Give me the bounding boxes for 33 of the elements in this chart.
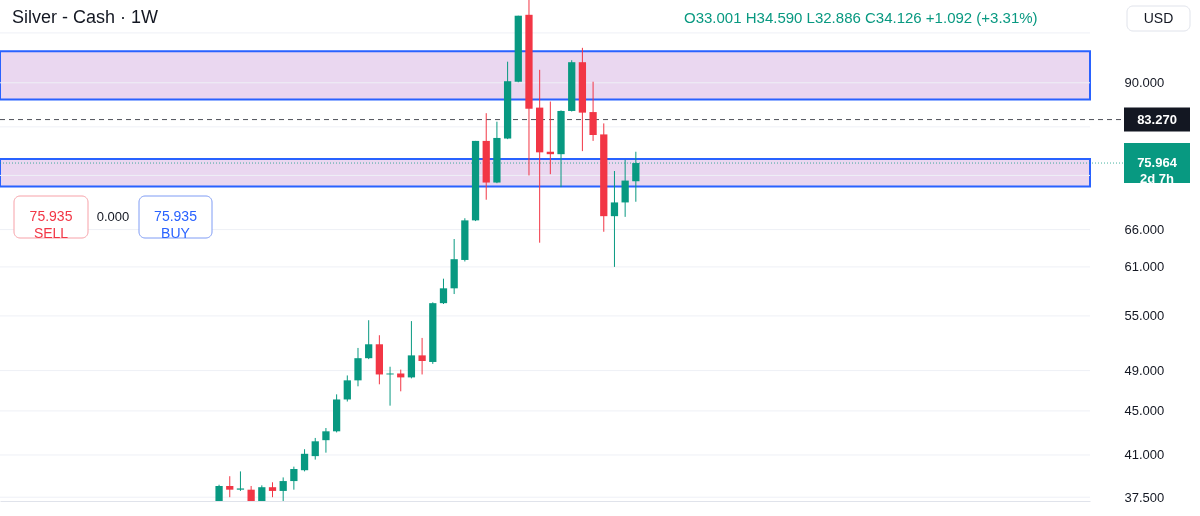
candlestick xyxy=(300,448,309,472)
y-tick-label: 61.000 xyxy=(1124,259,1165,275)
candlestick xyxy=(418,337,426,375)
y-tick-label: 66.000 xyxy=(1124,222,1165,238)
y-tick-label: 41.000 xyxy=(1124,447,1165,463)
candlestick xyxy=(610,170,619,268)
text: USD xyxy=(1143,9,1174,26)
annotation: 75.935 BUY xyxy=(154,208,198,241)
candlestick xyxy=(407,320,416,379)
candlestick xyxy=(354,347,362,387)
candlestick xyxy=(343,374,351,403)
annotation: 0.000 xyxy=(96,209,130,224)
candlestick xyxy=(386,366,394,407)
candlestick xyxy=(322,427,330,454)
candlestick xyxy=(290,466,298,491)
y-tick-label: 55.000 xyxy=(1124,308,1165,324)
y-tick-label: 90.000 xyxy=(1124,75,1165,91)
candlestick xyxy=(365,319,373,360)
ref-line-label: 75.964 2d 7h xyxy=(1137,155,1178,187)
candlestick xyxy=(589,81,597,142)
candlestick xyxy=(397,369,405,392)
candlestick xyxy=(226,475,234,498)
y-tick-label: 49.000 xyxy=(1124,363,1165,379)
candlestick xyxy=(236,470,245,492)
ref-line-label: 83.270 xyxy=(1137,111,1177,127)
annotation: 75.935 SELL xyxy=(29,208,73,241)
y-tick-label: 45.000 xyxy=(1124,403,1165,419)
y-tick-label: 37.500 xyxy=(1124,489,1165,505)
chart-title: Silver - Cash · 1W xyxy=(12,7,159,27)
text: O33.001 H34.590 L32.886 C34.126 +1.092 (+3.31%) xyxy=(684,9,1038,26)
candlestick xyxy=(279,476,287,502)
candlestick xyxy=(439,278,448,305)
candlestick xyxy=(311,437,319,461)
